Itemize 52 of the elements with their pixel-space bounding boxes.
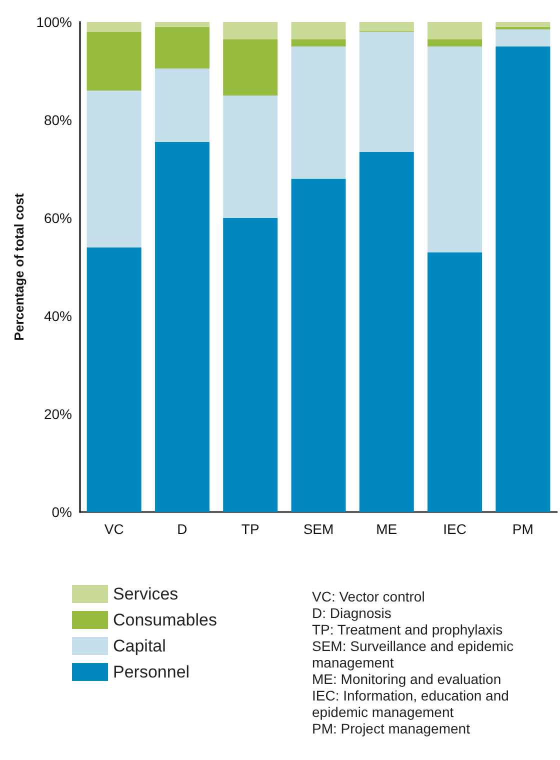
bar	[223, 96, 278, 218]
bar	[291, 22, 346, 40]
bar	[291, 39, 346, 46]
text: VC: Vector control	[312, 588, 425, 604]
legend-label: Services	[113, 584, 178, 604]
x-tick-label: ME	[376, 521, 398, 537]
x-tick-label: IEC	[443, 521, 466, 537]
text: ME: Monitoring and evaluation	[312, 670, 502, 687]
x-tick-label: PM	[512, 521, 534, 537]
text: SEM: Surveillance and epidemic management	[312, 638, 518, 670]
text: TP: Treatment and prophylaxis	[312, 621, 503, 638]
y-axis-title: Percentage of total cost	[11, 192, 26, 341]
bar	[86, 22, 142, 32]
y-tick-label: 20%	[44, 406, 72, 422]
bar	[359, 22, 414, 31]
y-tick-label: 80%	[44, 112, 72, 128]
bar	[428, 22, 482, 40]
bar	[496, 22, 550, 27]
y-tick-label: 40%	[44, 308, 72, 324]
bar	[428, 39, 482, 46]
x-tick-label: VC	[104, 521, 124, 537]
bar	[496, 26, 550, 30]
bar	[223, 39, 278, 96]
text: IEC: Information, education and epidemic management	[312, 687, 513, 720]
bar	[223, 218, 278, 512]
legend-label: Consumables	[113, 610, 217, 630]
bar	[154, 22, 210, 27]
x-tick-label: TP	[241, 521, 260, 537]
bar	[359, 32, 414, 152]
legend-label: Personnel	[113, 662, 190, 682]
x-tick-label: D	[177, 521, 188, 537]
bar	[86, 247, 142, 512]
text: PM: Project management	[312, 720, 470, 736]
y-tick-label: 100%	[36, 14, 72, 30]
bar	[154, 142, 210, 512]
y-tick-label: 60%	[44, 210, 72, 226]
bar	[86, 32, 142, 91]
bar	[86, 90, 142, 248]
bar	[428, 252, 482, 512]
bar	[428, 46, 482, 252]
bar	[291, 46, 346, 179]
bar	[154, 68, 210, 142]
y-tick-label: 0%	[52, 504, 72, 520]
bar	[223, 22, 278, 40]
bar	[291, 178, 346, 512]
bar	[496, 29, 550, 46]
bar	[496, 46, 550, 512]
bar	[359, 152, 414, 512]
text: D: Diagnosis	[312, 604, 392, 621]
legend-label: Capital	[113, 636, 166, 656]
x-tick-label: SEM	[303, 521, 334, 537]
bar	[154, 26, 210, 69]
